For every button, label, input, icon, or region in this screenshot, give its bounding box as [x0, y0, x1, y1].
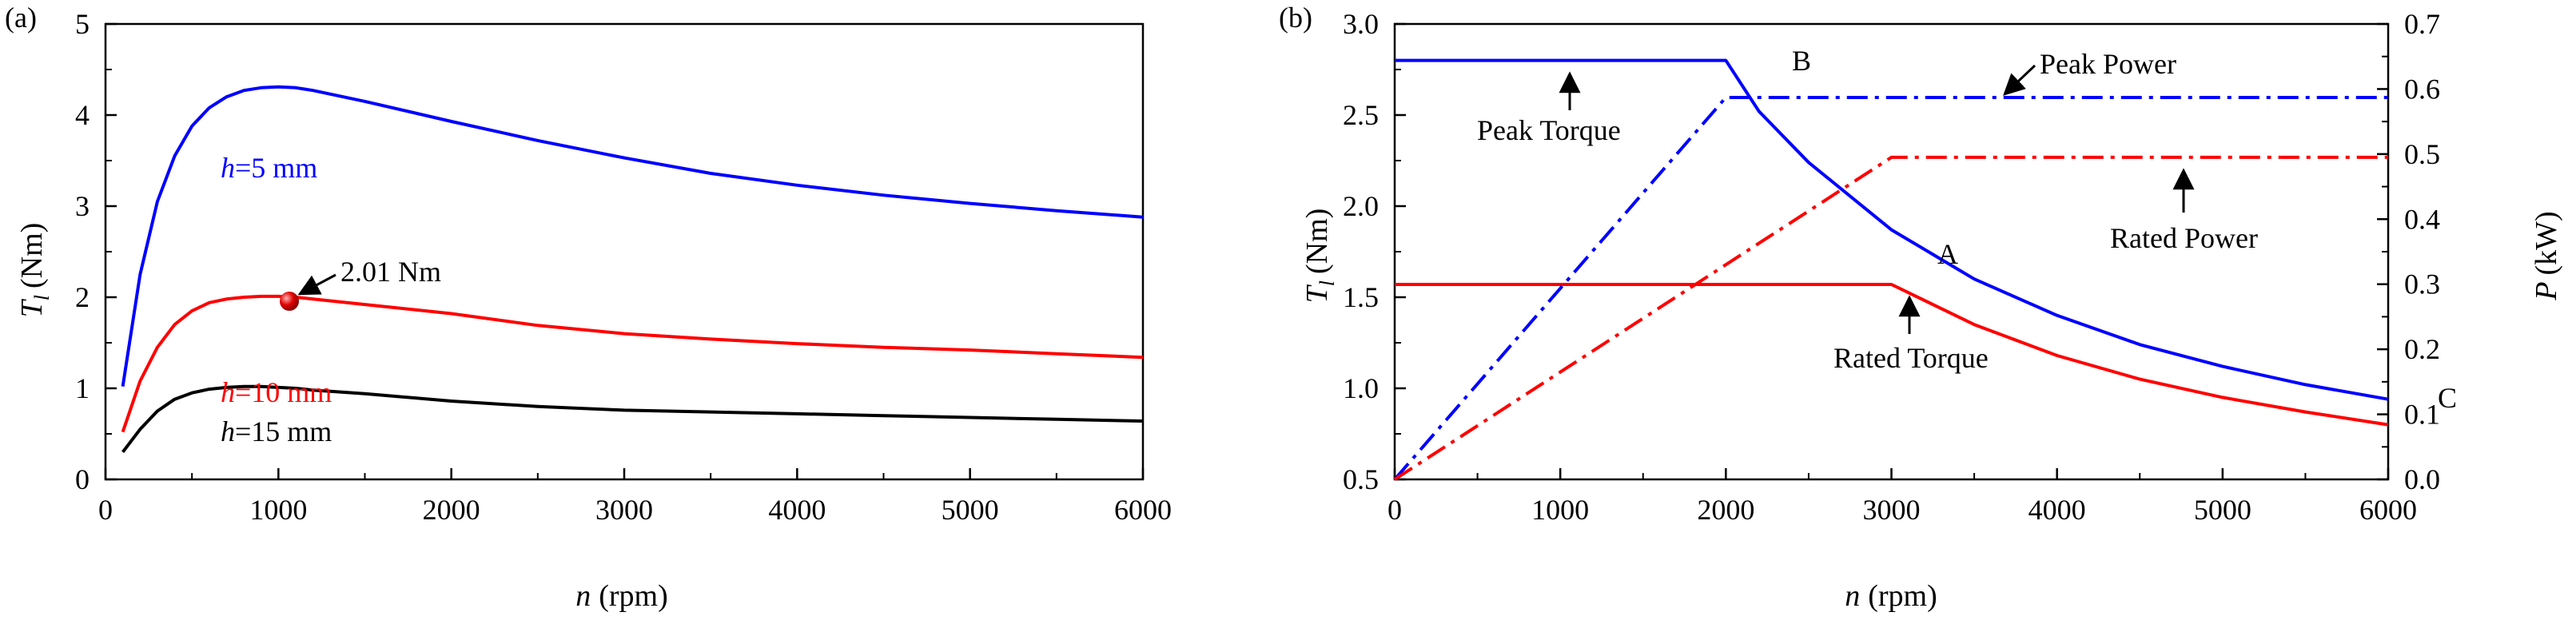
y-right-tick-label: 0.2: [2404, 333, 2440, 365]
x-tick-label: 6000: [2359, 494, 2417, 526]
x-tick-label: 0: [98, 494, 113, 526]
x-tick-label: 2000: [1697, 494, 1754, 526]
plot-frame-b: [1393, 22, 2390, 481]
annotation-rated-torque: Rated Torque: [1833, 342, 1989, 374]
y-tick-label: 3: [75, 190, 90, 222]
x-tick-label: 1000: [249, 494, 307, 526]
y-tick-label: 1: [75, 372, 90, 404]
y-axis-unit-a: (Nm): [15, 223, 49, 288]
y-left-tick-label: 3.0: [1343, 8, 1379, 40]
y-tick-label: 2: [75, 281, 90, 313]
x-axis-var-b: n: [1845, 579, 1860, 613]
x-tick-label: 2000: [423, 494, 480, 526]
series-line: [121, 294, 1144, 433]
series-label-h10: h=10 mm: [221, 376, 332, 408]
y-axis-title-a: Tl (Nm): [15, 223, 54, 318]
series-line-rated-power: [1393, 155, 2388, 481]
annotation-2-01-nm: 2.01 Nm: [340, 256, 441, 288]
arrow-peak-power: [2003, 64, 2037, 96]
panel-label-b: (b): [1279, 2, 1312, 34]
x-tick-label: 6000: [1114, 494, 1172, 526]
point-label-c: C: [2438, 382, 2457, 414]
series-line-peak-torque: [1395, 58, 2389, 401]
y-right-tick-label: 0.3: [2404, 268, 2440, 300]
y-right-tick-label: 0.1: [2404, 399, 2440, 431]
y-right-unit-b: (kW): [2530, 211, 2563, 275]
y-left-tick-label: 0.5: [1343, 463, 1379, 495]
y-tick-label: 4: [75, 99, 90, 131]
y-left-unit-b: (Nm): [1300, 209, 1334, 274]
point-label-a: A: [1937, 238, 1958, 270]
svg-text:Tl(Nm): Tl (Nm): [15, 223, 54, 318]
y-tick-label: 0: [75, 463, 90, 495]
y-tick-label: 5: [75, 8, 90, 40]
svg-text:Tl(Nm): Tl (Nm): [1300, 209, 1339, 304]
annotation-arrow-a: [297, 273, 336, 296]
x-tick-label: 4000: [768, 494, 826, 526]
x-tick-label: 3000: [595, 494, 653, 526]
y-axis-title-left-b: Tl (Nm): [1300, 209, 1339, 304]
svg-text:P(kW): P (kW): [2530, 211, 2563, 300]
y-axis-sub-a: l: [30, 295, 54, 300]
x-tick-label: 5000: [942, 494, 999, 526]
plot-area-a: [104, 22, 1145, 481]
chart-panel-b: (b) Tl (Nm) P (kW) n (rpm) 0 1000 2000 3000 400…: [1279, 2, 2563, 613]
y-left-tick-label: 2.5: [1343, 99, 1379, 131]
series-line: [121, 85, 1144, 388]
x-tick-label: 1000: [1531, 494, 1589, 526]
x-axis-title-b: n (rpm): [1845, 579, 1937, 613]
series-line: [121, 384, 1144, 454]
y-left-var-b: T: [1300, 284, 1334, 303]
panel-label-a: (a): [5, 2, 37, 34]
x-axis-var-a: n: [575, 579, 591, 613]
y-right-tick-label: 0.6: [2404, 73, 2440, 105]
peak-marker-ball: [280, 292, 299, 311]
y-right-tick-label: 0.5: [2404, 138, 2440, 170]
y-right-tick-label: 0.0: [2404, 463, 2440, 495]
y-left-tick-label: 1.0: [1343, 372, 1379, 404]
series-label-h5: h=5 mm: [221, 152, 317, 184]
plot-frame-a: [104, 22, 1145, 481]
y-left-tick-label: 2.0: [1343, 190, 1379, 222]
y-right-tick-label: 0.7: [2404, 8, 2440, 40]
x-axis-unit-b: (rpm): [1868, 579, 1937, 613]
plot-area-b: [1393, 22, 2390, 481]
y-left-sub-b: l: [1316, 280, 1339, 286]
x-tick-label: 4000: [2029, 494, 2086, 526]
series-line-peak-power: [1393, 96, 2388, 481]
annotation-peak-power: Peak Power: [2040, 48, 2176, 80]
svg-text:n(rpm): n (rpm): [575, 579, 668, 613]
annotation-peak-torque: Peak Torque: [1477, 114, 1621, 146]
x-tick-label: 0: [1388, 494, 1402, 526]
y-left-tick-label: 1.5: [1343, 281, 1379, 313]
axis-ticks-b: 0 1000 2000 3000 4000 5000 6000 0.5 1.0 1.5 2.0 2.5…: [1343, 8, 2440, 526]
x-tick-label: 3000: [1863, 494, 1921, 526]
axis-ticks-a: 0 1000 2000 3000 4000 5000 6000 0 1 2 3 4 5: [75, 8, 1172, 526]
y-axis-var-a: T: [15, 298, 49, 317]
svg-text:n(rpm): n (rpm): [1845, 579, 1937, 613]
point-label-b: B: [1792, 45, 1811, 77]
series-line-rated-torque: [1395, 283, 2389, 427]
chart-panel-a: (a) Tl (Nm) n (rpm) 0 1000 2000 3000 4000 5000 6…: [5, 2, 1172, 613]
y-right-tick-label: 0.4: [2404, 203, 2440, 235]
x-axis-title-a: n (rpm): [575, 579, 668, 613]
x-axis-unit-a: (rpm): [599, 579, 668, 613]
y-right-var-b: P: [2530, 281, 2563, 300]
series-label-h15: h=15 mm: [221, 415, 332, 447]
x-tick-label: 5000: [2194, 494, 2252, 526]
y-axis-title-right-b: P (kW): [2530, 211, 2563, 300]
annotation-rated-power: Rated Power: [2110, 222, 2258, 254]
